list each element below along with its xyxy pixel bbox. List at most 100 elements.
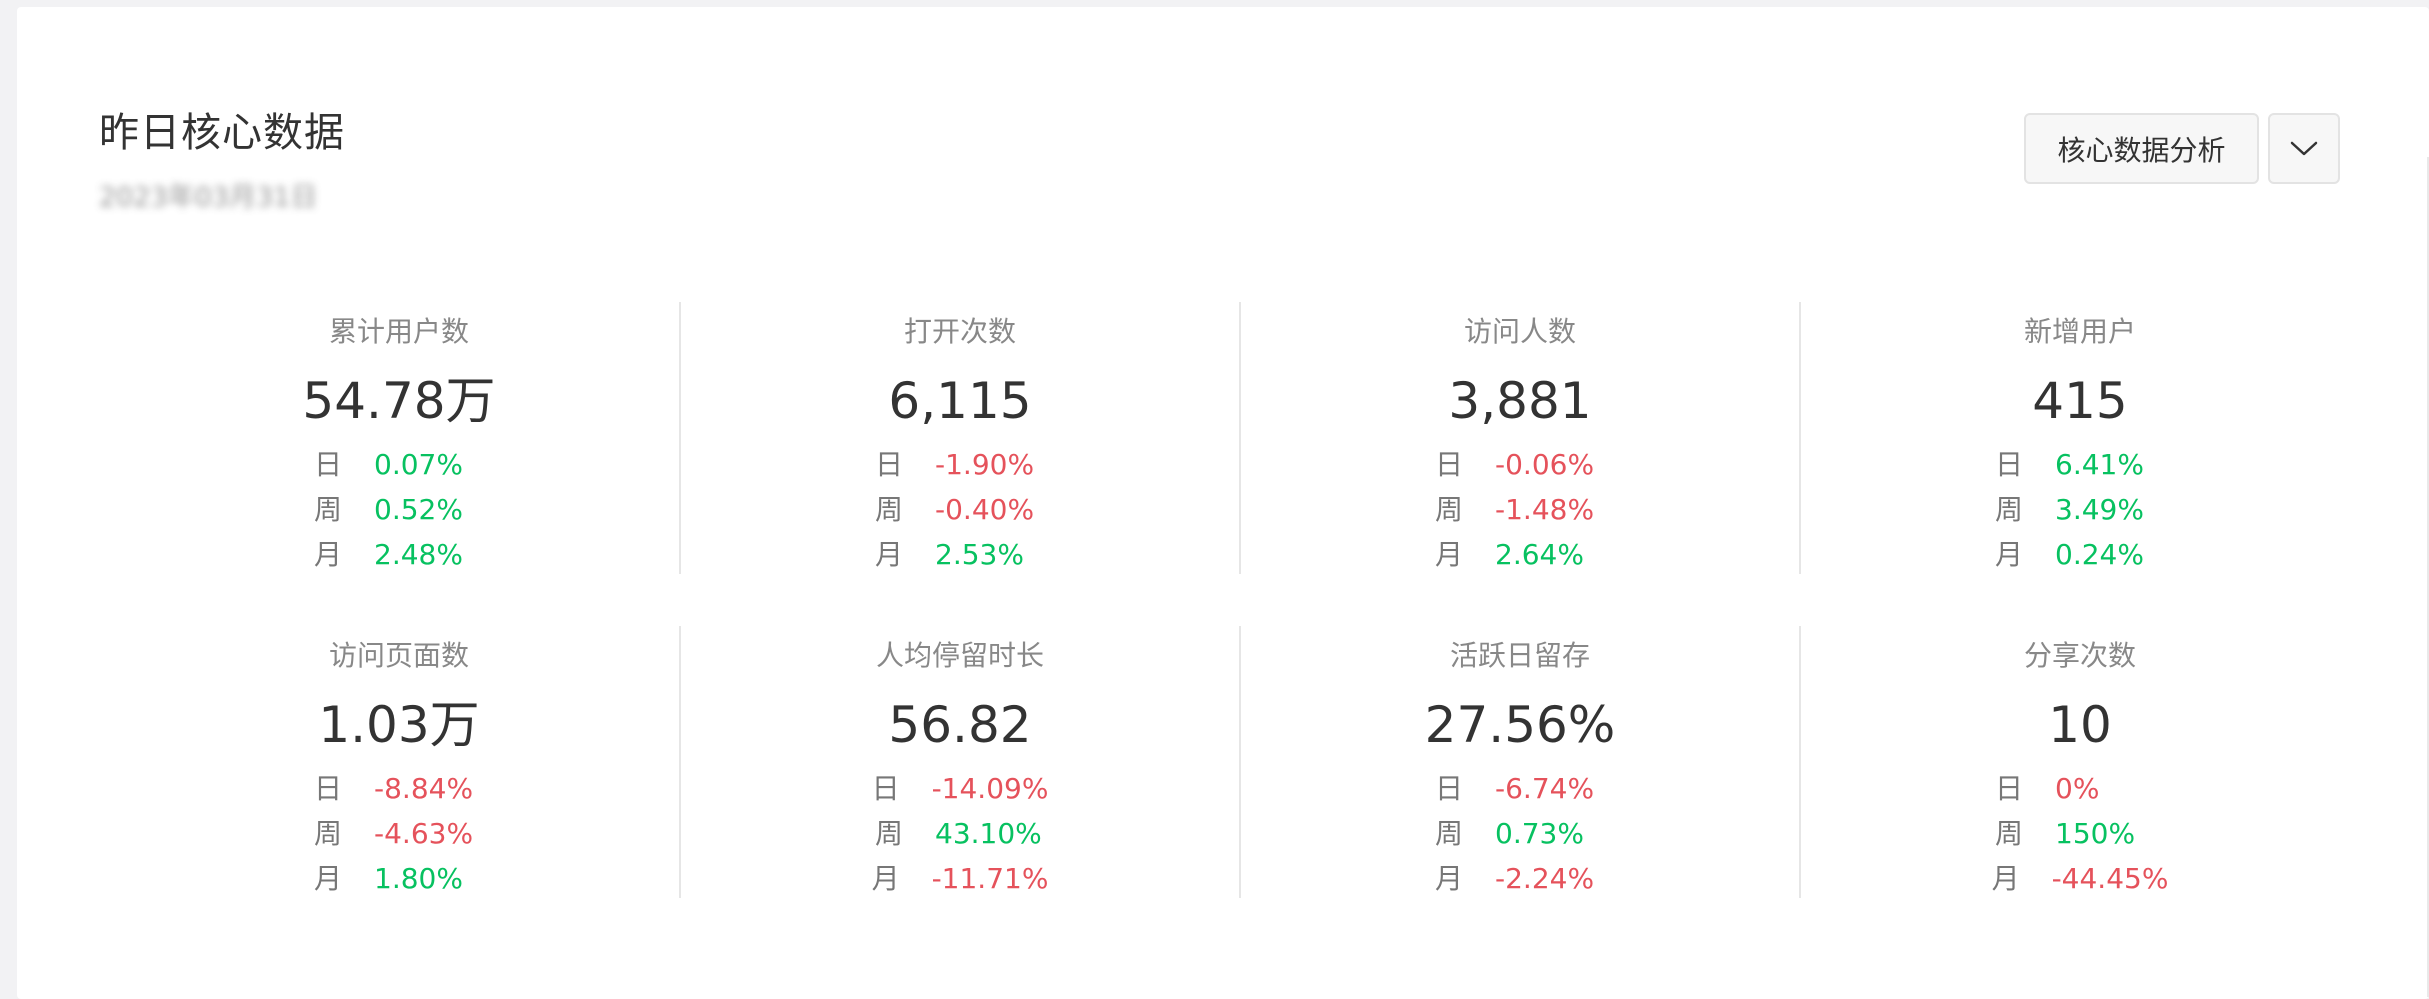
date-label: 2023年03月31日 <box>99 182 318 213</box>
change-percent: 6.41% <box>2055 448 2144 481</box>
dropdown-button[interactable] <box>2268 113 2340 184</box>
chevron-down-icon <box>2290 141 2318 155</box>
change-percent: 2.64% <box>1495 538 1584 571</box>
metric-change-row: 周 3.49% <box>1801 487 2359 532</box>
period-label: 周 <box>1435 493 1464 526</box>
period-label: 日 <box>875 448 904 481</box>
change-percent: -44.45% <box>2051 862 2169 895</box>
change-percent: 2.48% <box>374 538 463 571</box>
change-percent: -1.48% <box>1495 493 1595 526</box>
metric-change-row: 月 -44.45% <box>1801 856 2359 901</box>
period-label: 周 <box>875 817 904 850</box>
change-percent: 1.80% <box>374 862 463 895</box>
metric-label: 访问页面数 <box>328 639 469 672</box>
metric-change-row: 月 2.53% <box>681 532 1239 577</box>
metric-value: 6,115 <box>888 372 1032 430</box>
metric-label: 活跃日留存 <box>1449 639 1590 672</box>
change-percent: -2.24% <box>1495 862 1595 895</box>
period-label: 日 <box>1435 448 1464 481</box>
metric-change-row: 周 -0.40% <box>681 487 1239 532</box>
metric-changes: 日 0.07% 周 0.52% 月 2.48% <box>119 442 679 577</box>
period-label: 月 <box>875 538 904 571</box>
metric-change-row: 月 2.48% <box>119 532 679 577</box>
core-data-analysis-button[interactable]: 核心数据分析 <box>2024 113 2259 184</box>
metric-change-row: 日 -0.06% <box>1241 442 1799 487</box>
period-label: 日 <box>1995 772 2024 805</box>
period-label: 月 <box>1435 538 1464 571</box>
period-label: 日 <box>314 448 343 481</box>
metric-changes: 日 -1.90% 周 -0.40% 月 2.53% <box>681 442 1239 577</box>
metric-changes: 日 -0.06% 周 -1.48% 月 2.64% <box>1241 442 1799 577</box>
metric-card: 人均停留时长 56.82 日 -14.09% 周 43.10% 月 -11.71% <box>679 626 1239 898</box>
period-label: 月 <box>1995 538 2024 571</box>
period-label: 月 <box>314 538 343 571</box>
metric-changes: 日 6.41% 周 3.49% 月 0.24% <box>1801 442 2359 577</box>
metric-change-row: 周 150% <box>1801 811 2359 856</box>
metrics-row: 累计用户数 54.78万日 0.07% 周 0.52% 月 2.48% 打开次数 6,115 日 -… <box>119 302 2359 574</box>
metric-label: 访问人数 <box>1463 315 1576 348</box>
period-label: 月 <box>871 862 900 895</box>
change-percent: 0.52% <box>374 493 463 526</box>
metric-value: 10 <box>2048 696 2112 754</box>
metric-label: 分享次数 <box>2023 639 2136 672</box>
period-label: 周 <box>875 493 904 526</box>
core-data-card: 昨日核心数据 2023年03月31日 核心数据分析 累计用户数 54.78万日 0.… <box>17 7 2429 999</box>
period-label: 周 <box>1995 493 2024 526</box>
metric-value: 27.56% <box>1424 696 1616 754</box>
change-percent: -6.74% <box>1495 772 1595 805</box>
period-label: 周 <box>1995 817 2024 850</box>
change-percent: -0.40% <box>935 493 1035 526</box>
change-percent: 0% <box>2055 772 2100 805</box>
metric-changes: 日 -14.09% 周 43.10% 月 -11.71% <box>681 766 1239 901</box>
metric-change-row: 周 0.73% <box>1241 811 1799 856</box>
metric-change-row: 周 43.10% <box>681 811 1239 856</box>
change-percent: -1.90% <box>935 448 1035 481</box>
period-label: 周 <box>314 493 343 526</box>
metric-change-row: 周 -1.48% <box>1241 487 1799 532</box>
metric-card: 分享次数 10 日 0% 周 150% 月 -44.45% <box>1799 626 2359 898</box>
metric-change-row: 月 0.24% <box>1801 532 2359 577</box>
metric-change-row: 日 0% <box>1801 766 2359 811</box>
metric-change-row: 日 -8.84% <box>119 766 679 811</box>
metric-card: 访问页面数 1.03万日 -8.84% 周 -4.63% 月 1.80% <box>119 626 679 898</box>
change-percent: 0.24% <box>2055 538 2144 571</box>
change-percent: 3.49% <box>2055 493 2144 526</box>
metric-change-row: 周 0.52% <box>119 487 679 532</box>
metric-change-row: 月 2.64% <box>1241 532 1799 577</box>
metric-card: 新增用户 415 日 6.41% 周 3.49% 月 0.24% <box>1799 302 2359 574</box>
metric-value: 56.82 <box>888 696 1032 754</box>
period-label: 日 <box>871 772 900 805</box>
change-percent: -14.09% <box>931 772 1049 805</box>
metric-card: 累计用户数 54.78万日 0.07% 周 0.52% 月 2.48% <box>119 302 679 574</box>
metric-changes: 日 -6.74% 周 0.73% 月 -2.24% <box>1241 766 1799 901</box>
period-label: 周 <box>314 817 343 850</box>
metric-label: 累计用户数 <box>328 315 469 348</box>
page-title: 昨日核心数据 <box>99 110 345 156</box>
metric-change-row: 周 -4.63% <box>119 811 679 856</box>
metric-value: 415 <box>2032 372 2128 430</box>
metric-value: 3,881 <box>1448 372 1592 430</box>
metric-label: 打开次数 <box>903 315 1016 348</box>
period-label: 周 <box>1435 817 1464 850</box>
change-percent: -0.06% <box>1495 448 1595 481</box>
metric-changes: 日 -8.84% 周 -4.63% 月 1.80% <box>119 766 679 901</box>
metric-value: 1.03万 <box>318 696 480 754</box>
period-label: 月 <box>1435 862 1464 895</box>
metrics-row: 访问页面数 1.03万日 -8.84% 周 -4.63% 月 1.80% 人均停留时长 56.8… <box>119 626 2359 898</box>
change-percent: 2.53% <box>935 538 1024 571</box>
period-label: 月 <box>1991 862 2020 895</box>
change-percent: 43.10% <box>935 817 1042 850</box>
metric-change-row: 月 -11.71% <box>681 856 1239 901</box>
metric-change-row: 日 6.41% <box>1801 442 2359 487</box>
period-label: 日 <box>314 772 343 805</box>
metric-label: 人均停留时长 <box>875 639 1044 672</box>
period-label: 月 <box>314 862 343 895</box>
period-label: 日 <box>1995 448 2024 481</box>
metric-change-row: 月 -2.24% <box>1241 856 1799 901</box>
metric-card: 打开次数 6,115 日 -1.90% 周 -0.40% 月 2.53% <box>679 302 1239 574</box>
change-percent: 150% <box>2055 817 2136 850</box>
metric-change-row: 日 0.07% <box>119 442 679 487</box>
metric-change-row: 月 1.80% <box>119 856 679 901</box>
period-label: 日 <box>1435 772 1464 805</box>
change-percent: -8.84% <box>374 772 474 805</box>
